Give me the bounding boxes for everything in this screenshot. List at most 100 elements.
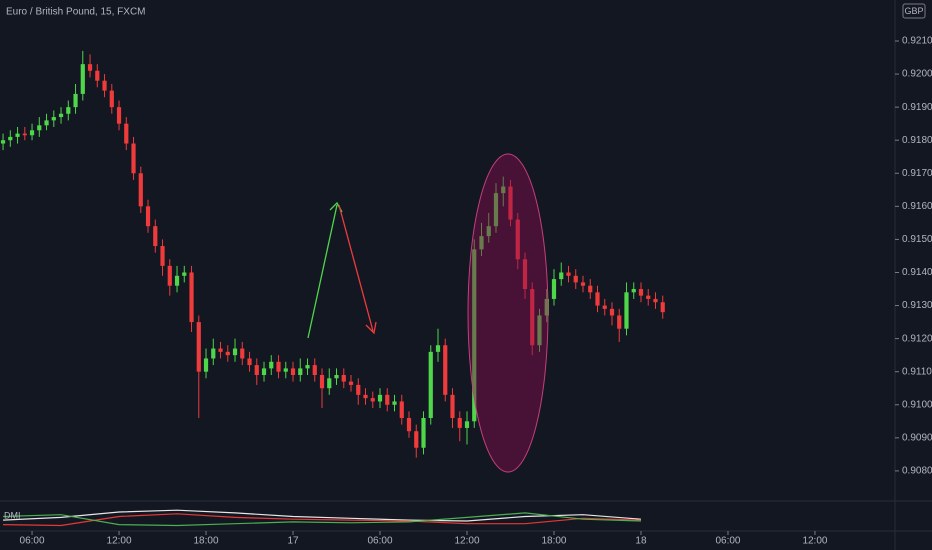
candle-body xyxy=(617,315,622,329)
candle-body xyxy=(508,186,513,220)
candle-body xyxy=(66,107,71,114)
candle-body xyxy=(8,136,13,141)
candle-body xyxy=(370,398,375,402)
x-tick-label: 18 xyxy=(635,536,647,547)
candle-body xyxy=(240,348,245,359)
x-tick-label: 06:00 xyxy=(715,536,740,547)
candle-body xyxy=(537,315,542,346)
candle-body xyxy=(80,64,85,94)
x-tick-label: 12:00 xyxy=(454,536,479,547)
candle-body xyxy=(211,348,216,359)
candle-body xyxy=(660,302,665,313)
candle-body xyxy=(95,70,100,81)
candle-body xyxy=(609,308,615,316)
candle-body xyxy=(646,295,651,299)
candle-body xyxy=(559,272,564,280)
candle-body xyxy=(203,358,209,372)
x-tick-label: 18:00 xyxy=(194,536,219,547)
candle-body xyxy=(174,275,180,286)
candle-body xyxy=(261,368,267,375)
candle-body xyxy=(138,173,143,207)
candle-body xyxy=(189,272,194,323)
candle-body xyxy=(182,272,187,276)
candle-body xyxy=(87,64,93,71)
candle-body xyxy=(530,289,535,346)
candle-body xyxy=(566,272,571,276)
candle-body xyxy=(421,417,426,448)
candle-body xyxy=(406,417,412,432)
candle-body xyxy=(573,275,578,283)
candle-body xyxy=(479,236,484,250)
candle-body xyxy=(29,130,35,136)
candle-body xyxy=(392,401,397,405)
candle-body xyxy=(58,113,64,118)
candle-body xyxy=(464,421,470,428)
candle-body xyxy=(305,365,310,369)
candle-body xyxy=(225,351,230,356)
candle-body xyxy=(443,345,448,395)
x-tick-label: 12:00 xyxy=(107,536,132,547)
x-tick-label: 06:00 xyxy=(367,536,392,547)
candle-body xyxy=(624,292,629,329)
candle-body xyxy=(153,226,158,247)
candle-body xyxy=(218,348,223,352)
indicator-title: DMI xyxy=(4,510,21,520)
candle-body xyxy=(327,378,332,389)
candle-body xyxy=(283,368,288,372)
candle-body xyxy=(160,246,165,266)
candle-body xyxy=(290,368,296,375)
candle-body xyxy=(435,345,441,352)
candle-body xyxy=(486,226,491,237)
candle-body xyxy=(15,133,20,137)
candle-body xyxy=(167,265,172,286)
candle-body xyxy=(298,368,303,375)
candle-body xyxy=(196,322,201,372)
x-tick-label: 06:00 xyxy=(20,536,45,547)
candle-body xyxy=(254,365,259,375)
candle-body xyxy=(44,120,49,126)
down-arrow xyxy=(338,204,377,335)
candle-body xyxy=(247,358,252,366)
candle-body xyxy=(631,289,636,293)
candle-body xyxy=(588,285,593,293)
highlight-ellipse xyxy=(467,153,549,473)
candle-body xyxy=(22,133,27,136)
candle-body xyxy=(131,143,136,174)
indicator-line xyxy=(3,509,642,522)
candle-body xyxy=(334,375,339,379)
candle-body xyxy=(501,186,506,194)
candle-body xyxy=(428,351,433,418)
candle-body xyxy=(551,279,557,299)
candle-body xyxy=(450,394,455,418)
candle-body xyxy=(269,361,274,369)
indicator-line xyxy=(3,512,642,527)
arrow-line xyxy=(307,204,338,339)
candle-body xyxy=(638,289,644,296)
candle-body xyxy=(51,117,56,121)
candle-body xyxy=(73,93,78,108)
candle-body xyxy=(37,125,42,131)
candle-body xyxy=(312,365,317,375)
candle-body xyxy=(522,259,528,290)
candle-body xyxy=(109,90,114,108)
candle-body xyxy=(544,298,549,316)
candle-body xyxy=(363,394,368,399)
candle-body xyxy=(124,123,129,144)
candle-body xyxy=(602,305,607,309)
candle-body xyxy=(653,298,658,303)
candle-body xyxy=(0,140,6,144)
chart-title: Euro / British Pound, 15, FXCM xyxy=(6,7,146,18)
x-tick-label: 18:00 xyxy=(541,536,566,547)
